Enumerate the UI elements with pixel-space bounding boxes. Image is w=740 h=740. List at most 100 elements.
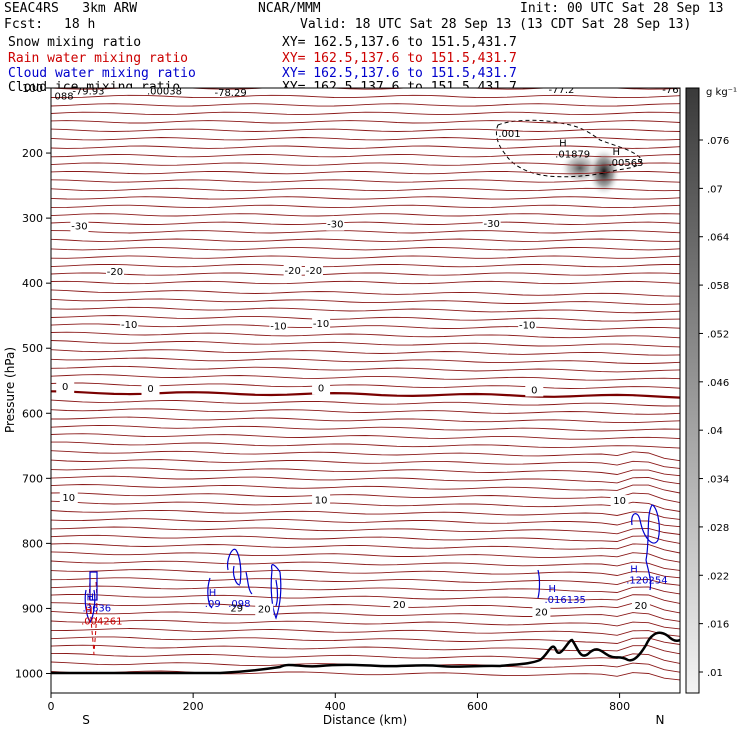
model-name: SEAC4RS 3km ARW bbox=[4, 1, 138, 16]
y-tick-label: 800 bbox=[22, 537, 43, 550]
x-tick-label: 400 bbox=[325, 700, 346, 713]
colorbar-unit: g kg⁻¹ bbox=[706, 87, 737, 98]
max-value-label: .00565 bbox=[608, 158, 643, 169]
isotherm-line bbox=[51, 170, 680, 175]
isotherm-label: -30 bbox=[71, 222, 87, 233]
isotherm-label-bg bbox=[518, 319, 537, 332]
isotherm-label-bg bbox=[326, 218, 345, 231]
isotherm-label: -20 bbox=[284, 266, 300, 277]
isotherm-line bbox=[51, 459, 680, 469]
isotherm-label-bg bbox=[141, 383, 160, 396]
isotherm-label: 0 bbox=[318, 384, 324, 395]
isotherm-line bbox=[51, 416, 680, 424]
isotherm-line bbox=[51, 585, 680, 595]
isotherm-labels: -30 -30 -30 -20 -20 -20 -10 -10 -10 -10 0 0 0 0 10 10 10… bbox=[56, 217, 650, 619]
isotherm-line bbox=[51, 484, 680, 494]
isotherm-line bbox=[51, 433, 680, 440]
top-contour-label: -77.2 bbox=[549, 85, 575, 96]
isotherm-line bbox=[51, 323, 680, 330]
isotherm-label-bg bbox=[312, 382, 331, 395]
max-value-label: 29 bbox=[230, 604, 243, 615]
isotherm-line bbox=[51, 577, 680, 586]
max-marker-h: H bbox=[85, 606, 93, 617]
max-marker-h: H bbox=[209, 588, 217, 599]
isotherm-line bbox=[51, 196, 680, 200]
y-tick-label: 1000 bbox=[15, 667, 43, 680]
isotherm-label-bg bbox=[120, 318, 139, 331]
isotherm-label-bg bbox=[610, 495, 629, 508]
isotherm-label-bg bbox=[390, 599, 409, 612]
isotherm-label-bg bbox=[70, 220, 89, 233]
isotherm-label: 10 bbox=[315, 495, 328, 506]
isotherm-label-bg bbox=[105, 266, 124, 279]
isotherm-line bbox=[51, 179, 680, 183]
isotherm-line bbox=[51, 162, 680, 166]
isotherm-line bbox=[51, 610, 680, 622]
isotherm-line bbox=[51, 187, 680, 192]
isotherm-line bbox=[51, 526, 680, 535]
isotherm-line bbox=[51, 374, 680, 381]
isotherm-line bbox=[51, 357, 680, 364]
isotherm-label: 20 bbox=[393, 600, 406, 611]
colorbar-tick-label: .064 bbox=[707, 233, 729, 244]
rain-water-contour bbox=[88, 581, 98, 656]
isotherm-label: 0 bbox=[62, 382, 68, 393]
colorbar-tick-label: .022 bbox=[707, 571, 729, 582]
isotherm-label-bg bbox=[525, 384, 544, 397]
isotherm-line bbox=[51, 289, 680, 297]
max-value-label: .004261 bbox=[81, 617, 122, 628]
isotherm-label-bg bbox=[59, 491, 78, 504]
isotherm-line bbox=[51, 424, 680, 432]
isotherm-line bbox=[51, 670, 680, 681]
isotherm-label: 20 bbox=[535, 607, 548, 618]
isotherm-label-bg bbox=[255, 603, 274, 616]
max-marker-h: H bbox=[612, 147, 620, 158]
isotherm-line bbox=[51, 137, 680, 141]
max-value-label: .098 bbox=[228, 599, 250, 610]
max-value-label: .3636 bbox=[83, 604, 112, 615]
isotherm-line bbox=[51, 331, 680, 339]
colorbar-tick-label: .076 bbox=[707, 136, 729, 147]
isotherm-label: 0 bbox=[147, 384, 153, 395]
fcst-value: 18 h bbox=[64, 17, 96, 32]
isotherm-line bbox=[51, 120, 680, 124]
isotherm-line bbox=[51, 475, 680, 485]
snow-contour bbox=[495, 119, 643, 178]
max-value-label: .09 bbox=[205, 599, 221, 610]
fcst-label: Fcst: bbox=[4, 17, 44, 32]
isotherm-line bbox=[51, 653, 680, 664]
isotherm-line bbox=[51, 94, 680, 99]
isotherm-label-bg bbox=[283, 264, 302, 277]
isotherm-line bbox=[51, 221, 680, 225]
isotherm-line bbox=[51, 340, 680, 348]
plot-area: -30 -30 -30 -20 -20 -20 -10 -10 -10 -10 0 0 0 0 10 10 10… bbox=[50, 85, 681, 694]
cloud-ice-shading-core bbox=[588, 148, 620, 196]
max-marker-h: H bbox=[630, 565, 638, 576]
isotherm-label: 20 bbox=[635, 601, 648, 612]
isotherm-label: 0 bbox=[531, 386, 537, 397]
max-marker-h: H bbox=[559, 139, 567, 150]
isotherm-label-bg bbox=[312, 318, 331, 331]
y-axis-label: Pressure (hPa) bbox=[3, 347, 17, 433]
colorbar-tick-label: .058 bbox=[707, 281, 729, 292]
isotherm-label-bg bbox=[304, 264, 323, 277]
field-snow-name: Snow mixing ratio bbox=[8, 35, 142, 50]
isotherm-label: -10 bbox=[313, 319, 329, 330]
isotherm-line bbox=[51, 518, 680, 528]
isotherm-line bbox=[51, 238, 680, 242]
colorbar-ticks: .01 .016 .022 .028 .034 .04 .046 .052 .058 .064 .0… bbox=[699, 136, 729, 679]
isotherm-line bbox=[51, 306, 680, 314]
isotherm-line bbox=[51, 298, 680, 305]
terrain-line bbox=[51, 631, 680, 675]
isotherm-line bbox=[51, 145, 680, 149]
isotherm-line bbox=[51, 569, 680, 579]
isotherm-line bbox=[51, 204, 680, 209]
x-tick-label: 200 bbox=[183, 700, 204, 713]
cloud-water-contours bbox=[84, 504, 660, 624]
isotherm-line bbox=[51, 272, 680, 276]
isotherm-label: 10 bbox=[613, 496, 626, 507]
isotherm-line bbox=[51, 408, 680, 415]
org-name: NCAR/MMM bbox=[258, 1, 321, 16]
top-contour-labels: -79.93 .00038 -78.29 -77.2 -76.99 088 bbox=[55, 85, 680, 103]
isotherm-line bbox=[51, 399, 680, 407]
